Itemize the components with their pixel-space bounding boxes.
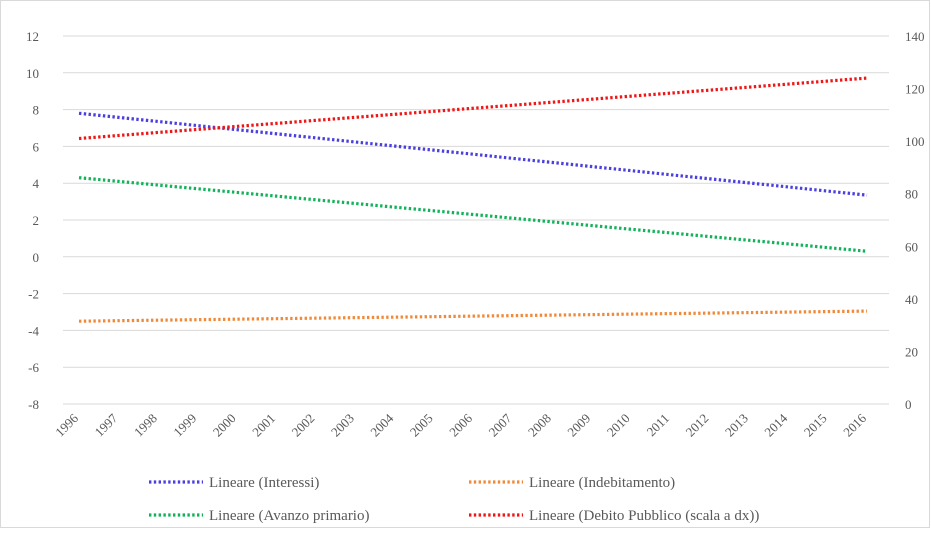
- x-tick-label: 2009: [564, 411, 593, 440]
- y-tick-label: -6: [28, 360, 39, 375]
- y-tick-label: -8: [28, 397, 39, 412]
- x-tick-label: 2007: [486, 410, 515, 439]
- x-tick-label: 2003: [328, 411, 357, 440]
- series-line: [78, 76, 868, 141]
- x-tick-label: 2011: [643, 411, 672, 440]
- legend-label: Lineare (Interessi): [209, 475, 319, 491]
- x-tick-label: 2002: [289, 411, 318, 440]
- y2-tick-label: 0: [905, 397, 912, 412]
- y-tick-label: 12: [26, 29, 39, 44]
- x-tick-label: 1999: [170, 411, 199, 440]
- x-axis: 1996 1997 1998 1999 2000 2001 2002 2003 2004 2005…: [52, 410, 869, 439]
- left-axis: 12 10 8 6 4 2 0 -2 -4 -6 -8: [26, 29, 40, 412]
- legend: Lineare (Interessi) Lineare (Indebitament…: [149, 475, 759, 524]
- y2-tick-label: 60: [905, 239, 918, 254]
- y-tick-label: 6: [33, 139, 40, 154]
- x-tick-label: 2012: [683, 411, 712, 440]
- gridlines: [63, 35, 889, 405]
- x-tick-label: 2008: [525, 411, 554, 440]
- x-tick-label: 2005: [407, 411, 436, 440]
- y2-tick-label: 20: [905, 344, 918, 359]
- legend-label: Lineare (Debito Pubblico (scala a dx)): [529, 508, 759, 524]
- legend-label: Lineare (Indebitamento): [529, 475, 675, 491]
- x-tick-label: 2004: [367, 410, 396, 439]
- legend-label: Lineare (Avanzo primario): [209, 508, 369, 524]
- series-line: [78, 176, 868, 253]
- x-tick-label: 1997: [92, 410, 121, 439]
- x-tick-label: 2014: [761, 410, 790, 439]
- y-tick-label: 8: [33, 103, 40, 118]
- y2-tick-label: 40: [905, 292, 918, 307]
- x-tick-label: 1996: [52, 410, 81, 439]
- y2-tick-label: 140: [905, 29, 925, 44]
- x-tick-label: 2016: [840, 410, 869, 439]
- series-line: [78, 309, 868, 323]
- y-tick-label: 4: [33, 176, 40, 191]
- y2-tick-label: 100: [905, 134, 925, 149]
- y-tick-label: -4: [28, 323, 39, 338]
- x-tick-label: 1998: [131, 411, 160, 440]
- x-tick-label: 2013: [722, 411, 751, 440]
- x-tick-label: 2000: [210, 411, 239, 440]
- y-tick-label: 10: [26, 66, 39, 81]
- y-tick-label: 0: [33, 250, 40, 265]
- y-tick-label: 2: [33, 213, 40, 228]
- series-lines: [78, 76, 868, 323]
- y2-tick-label: 120: [905, 82, 925, 97]
- y-tick-label: -2: [28, 287, 39, 302]
- y2-tick-label: 80: [905, 187, 918, 202]
- x-tick-label: 2015: [801, 411, 830, 440]
- right-axis: 140 120 100 80 60 40 20 0: [905, 29, 925, 412]
- x-tick-label: 2006: [446, 410, 475, 439]
- x-tick-label: 2010: [604, 411, 633, 440]
- x-tick-label: 2001: [249, 411, 278, 440]
